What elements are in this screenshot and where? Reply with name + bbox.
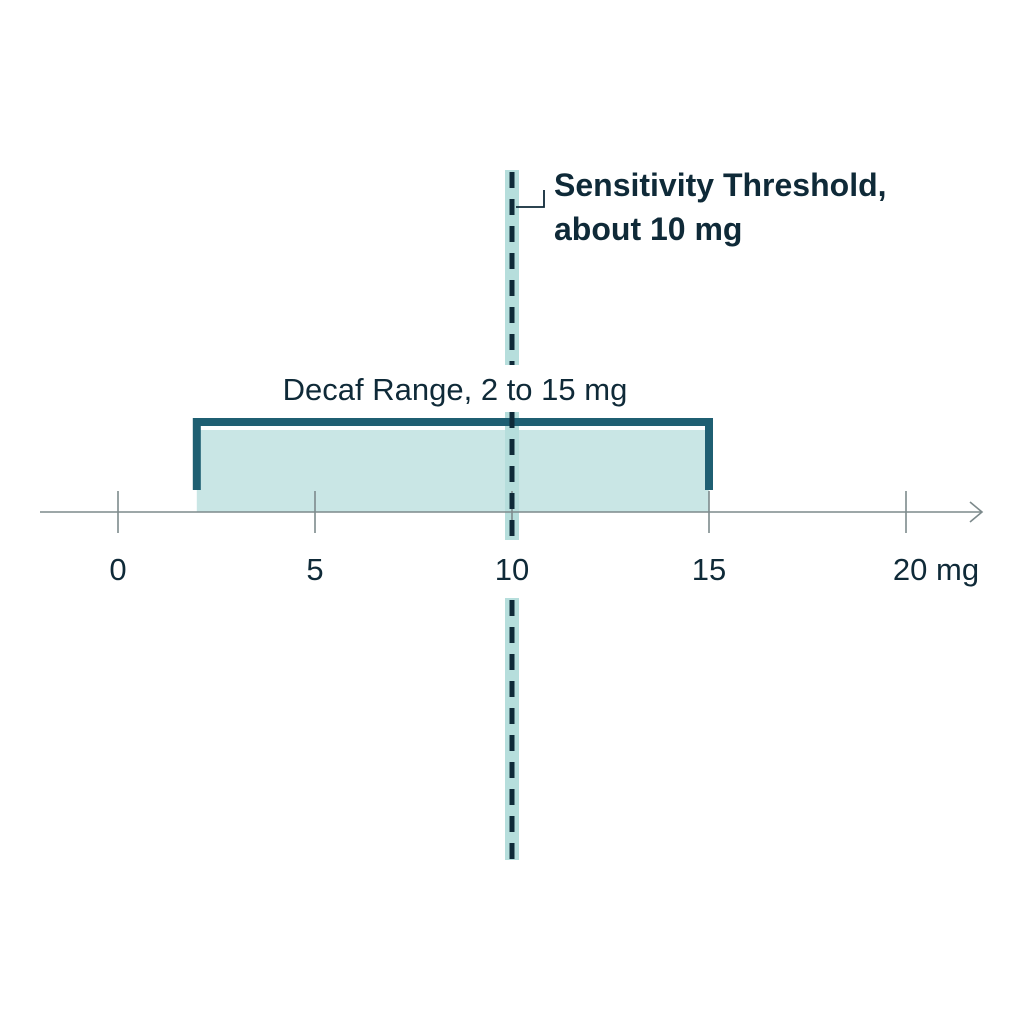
axis-arrow-icon [969, 501, 984, 523]
tick-label: 5 [306, 552, 323, 587]
decaf-range-fill [196, 430, 710, 512]
threshold-band-lower [505, 598, 519, 860]
decaf-range-bracket [192, 418, 713, 490]
decaf-range-label: Decaf Range, 2 to 15 mg [283, 372, 628, 407]
tick-label: 20 mg [893, 552, 979, 587]
tick-label: 15 [692, 552, 726, 587]
tick-label: 10 [495, 552, 529, 587]
tick-label: 0 [109, 552, 126, 587]
threshold-label-line1: Sensitivity Threshold, [554, 167, 887, 203]
threshold-label-line2: about 10 mg [554, 211, 742, 247]
threshold-label-leader [516, 190, 545, 208]
